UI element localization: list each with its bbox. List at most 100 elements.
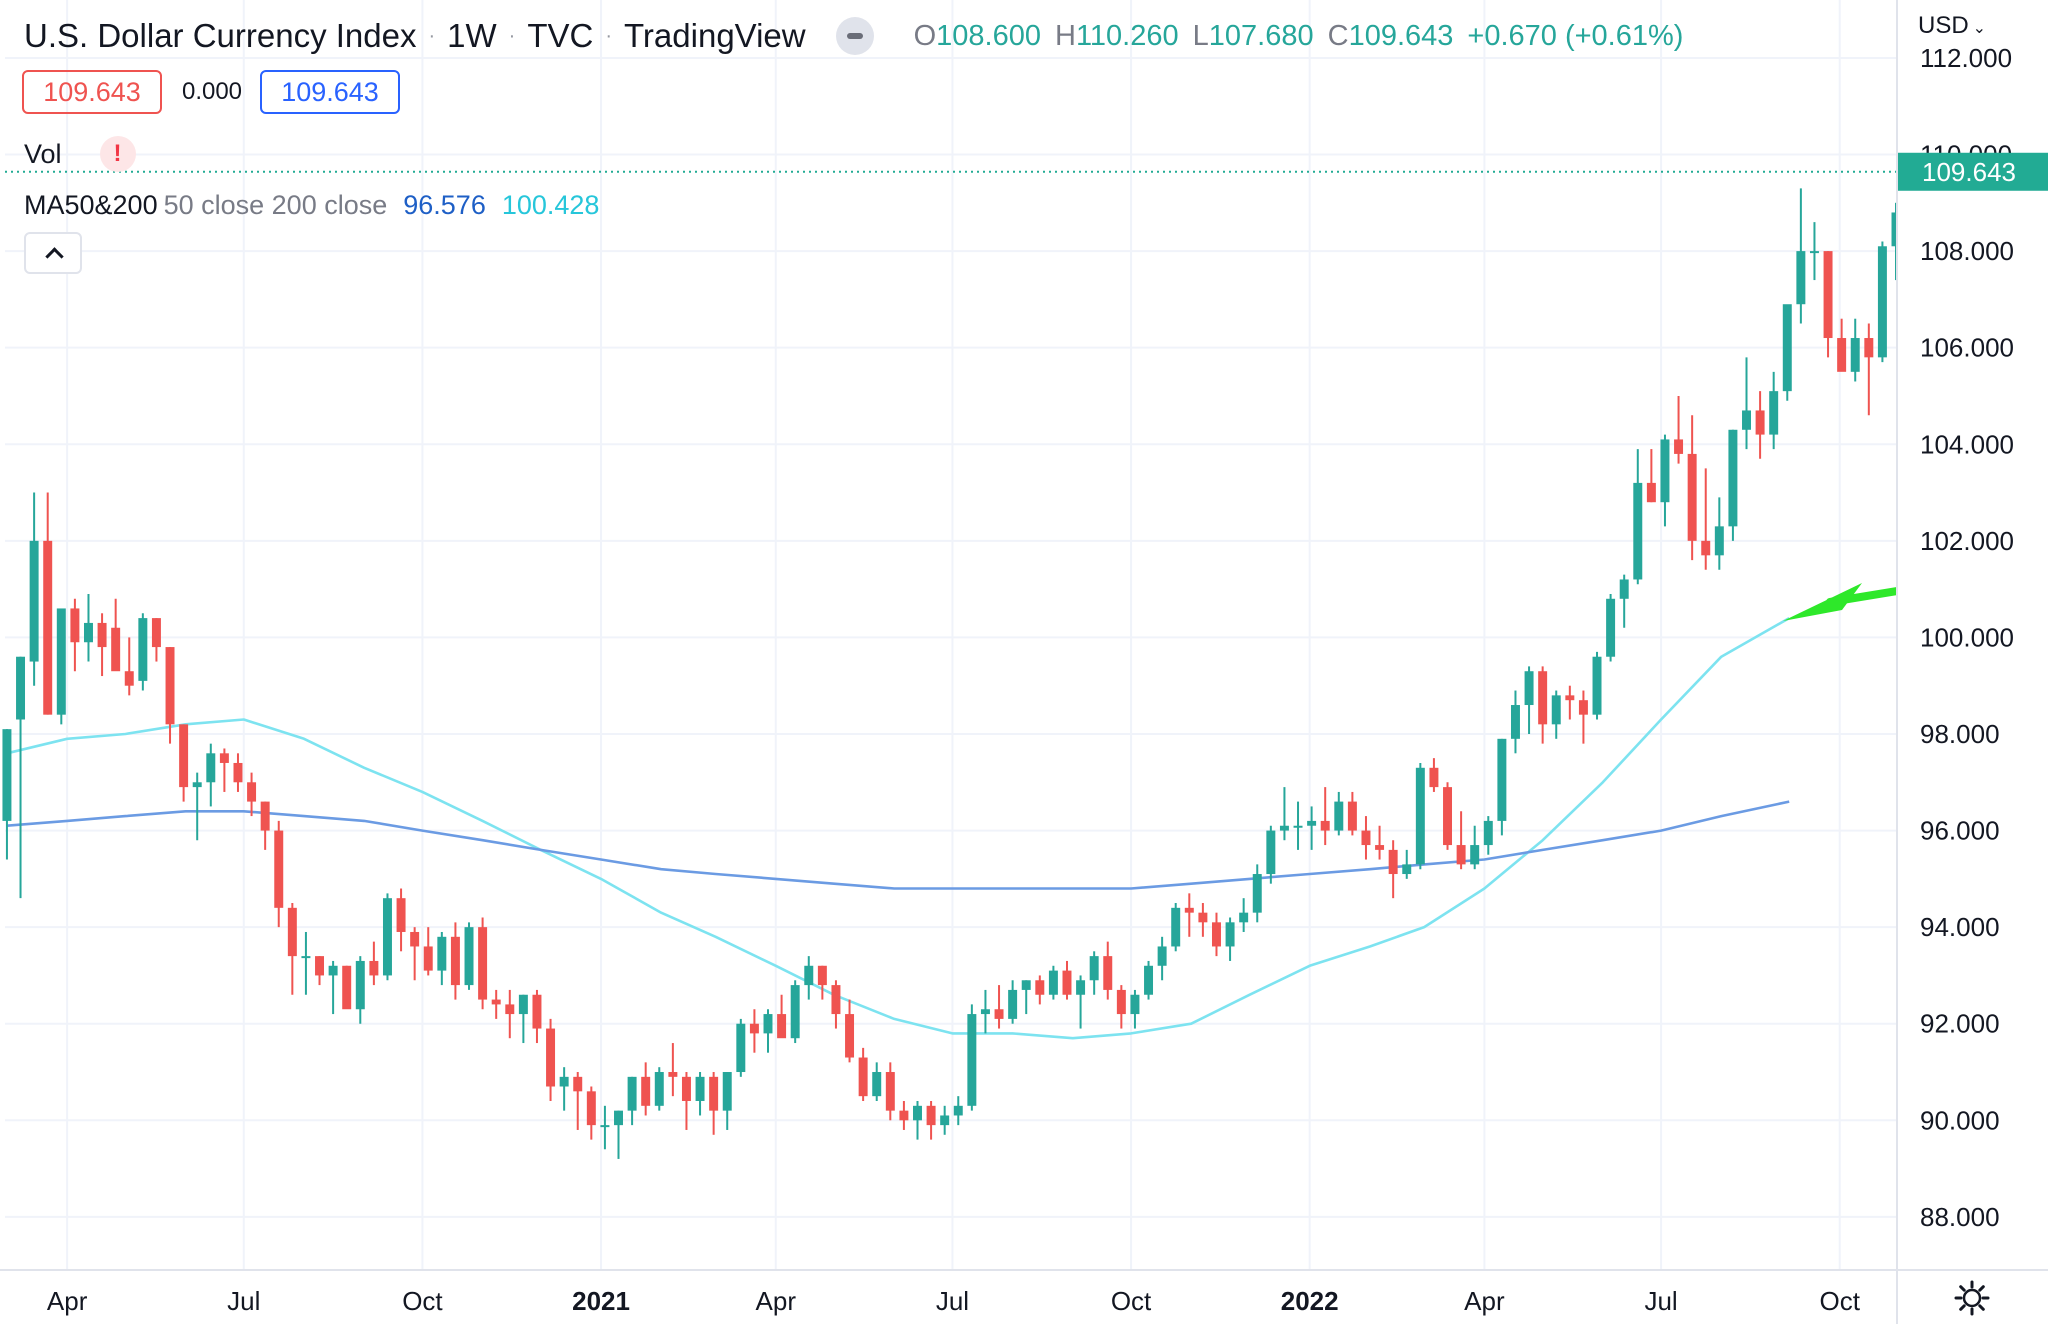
time-scale[interactable]: Apr Jul Oct 2021 Apr Jul Oct 2022 Apr Jul Oct xyxy=(47,1286,1861,1316)
candle-body xyxy=(1538,671,1548,725)
candle-body xyxy=(1062,970,1072,995)
volume-label[interactable]: Vol xyxy=(24,138,62,169)
grid xyxy=(5,0,1896,1270)
candle-body xyxy=(1619,579,1629,599)
candle xyxy=(1742,357,1751,450)
candle-body xyxy=(1633,482,1643,580)
candle xyxy=(1565,685,1575,720)
candle-body xyxy=(151,618,161,648)
candle xyxy=(450,922,460,1000)
candle xyxy=(1687,415,1697,561)
candle xyxy=(1347,791,1357,836)
candle xyxy=(1619,574,1629,628)
candle xyxy=(913,1100,922,1140)
candle-body xyxy=(1837,338,1847,372)
candle-body xyxy=(1307,820,1317,826)
gear-icon[interactable] xyxy=(1954,1280,1990,1316)
candle xyxy=(722,1072,732,1130)
collapse-indicators-button[interactable] xyxy=(24,232,82,274)
candle xyxy=(1864,323,1874,416)
candle-body xyxy=(1320,820,1330,831)
symbol-name[interactable]: U.S. Dollar Currency Index xyxy=(24,17,417,54)
candle-body xyxy=(695,1076,705,1101)
candle-body xyxy=(559,1076,569,1087)
interval-label[interactable]: 1W xyxy=(447,17,497,54)
candle xyxy=(1252,864,1262,923)
separator-dot: · xyxy=(508,24,516,47)
candle-body xyxy=(641,1076,651,1106)
candle xyxy=(342,965,352,1010)
candle xyxy=(464,922,474,990)
candle xyxy=(83,593,93,662)
candle xyxy=(97,613,107,677)
candle-body xyxy=(1048,970,1058,995)
candle-body xyxy=(926,1105,936,1126)
sell-price-button[interactable]: 109.643 xyxy=(22,70,162,114)
price-tick-label: 112.000 xyxy=(1920,43,2012,73)
candle-body xyxy=(1592,656,1602,715)
price-scale[interactable]: 88.000 90.000 92.000 94.000 96.000 98.000 100.… xyxy=(1920,43,2014,1232)
candle xyxy=(518,994,528,1044)
candle xyxy=(1062,960,1072,1000)
candle-body xyxy=(56,608,66,715)
candle-body xyxy=(953,1105,963,1116)
candle-body xyxy=(1565,695,1575,701)
candle-body xyxy=(1021,980,1031,990)
candle-body xyxy=(382,898,392,976)
candle-body xyxy=(355,960,365,1010)
candle-body xyxy=(247,782,257,802)
candle-body xyxy=(749,1023,759,1034)
candle-body xyxy=(233,762,243,783)
candle xyxy=(219,748,229,792)
currency-selector[interactable]: USD ⌄ xyxy=(1918,12,1986,40)
candle xyxy=(1388,840,1398,899)
candle-body xyxy=(464,927,474,986)
candle-body xyxy=(1524,671,1534,706)
candle-body xyxy=(301,956,311,959)
candle xyxy=(247,772,257,817)
candle xyxy=(1524,666,1534,734)
time-tick-label: Oct xyxy=(1111,1286,1152,1316)
candle-body xyxy=(206,753,216,783)
candle-body xyxy=(1347,801,1357,831)
candle-body xyxy=(1116,989,1126,1015)
candle xyxy=(437,931,447,986)
time-tick-label: Jul xyxy=(1644,1286,1677,1316)
candle-body xyxy=(872,1072,882,1097)
moving-averages xyxy=(6,616,1790,1040)
candle xyxy=(1728,429,1738,541)
candle xyxy=(831,980,841,1029)
candle-body xyxy=(994,1009,1004,1019)
candle xyxy=(994,985,1004,1029)
candle xyxy=(491,989,501,1019)
price-tick-label: 96.000 xyxy=(1920,816,2000,846)
warning-icon[interactable]: ! xyxy=(99,136,136,172)
candle xyxy=(1116,985,1126,1029)
ma200-value: 100.428 xyxy=(501,189,600,220)
candle xyxy=(1646,449,1656,503)
price-tick-label: 94.000 xyxy=(1920,912,2000,942)
candle xyxy=(1443,782,1453,850)
candle xyxy=(872,1062,882,1101)
candle xyxy=(165,647,175,744)
candle-body xyxy=(1674,439,1684,454)
candle-body xyxy=(967,1014,977,1106)
buy-price-button[interactable]: 109.643 xyxy=(260,70,400,114)
candle xyxy=(274,820,284,928)
candle-body xyxy=(396,898,406,932)
candle-body xyxy=(1144,965,1154,995)
candle-body xyxy=(478,927,488,1000)
candle-body xyxy=(260,801,270,831)
candle-body xyxy=(722,1072,732,1111)
collapse-legend-icon[interactable] xyxy=(835,17,874,55)
candle xyxy=(1402,849,1412,879)
price-tick-label: 102.000 xyxy=(1920,526,2014,556)
time-tick-label: 2021 xyxy=(572,1286,630,1316)
ma-indicator-name[interactable]: MA50&200 xyxy=(24,189,158,220)
spread-value: 0.000 xyxy=(181,78,243,105)
candle xyxy=(600,1105,610,1150)
candle-body xyxy=(29,540,39,662)
candle-body xyxy=(546,1028,556,1087)
candle-body xyxy=(450,936,460,986)
